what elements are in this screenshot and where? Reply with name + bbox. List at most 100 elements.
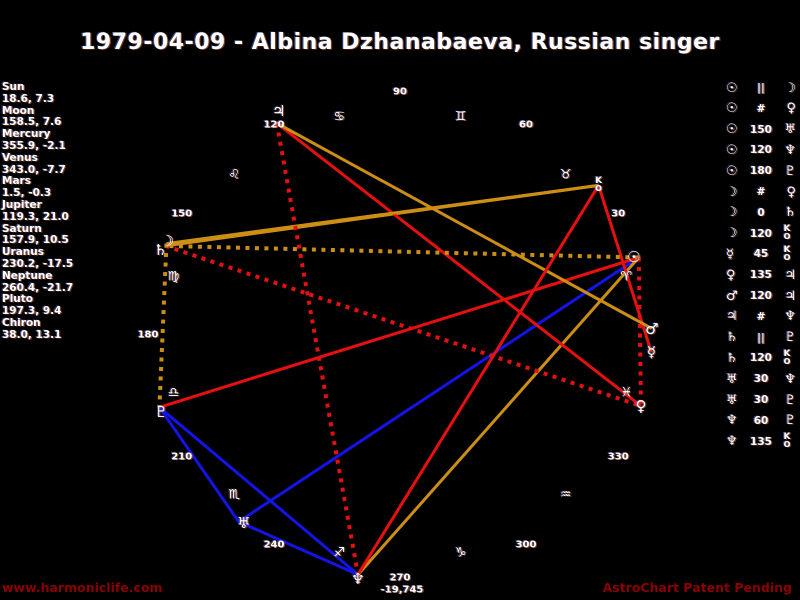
sun-glyph-icon: ☉ bbox=[726, 101, 738, 117]
aspect-value: 120 bbox=[750, 144, 772, 157]
chart-title: 1979-04-09 - Albina Dzhanabaeva, Russian… bbox=[80, 30, 720, 55]
neptune-glyph-icon: ♆ bbox=[351, 569, 365, 588]
degree-label-120: 120 bbox=[263, 119, 285, 131]
aspect-line-sun-uranus bbox=[237, 256, 640, 523]
planet-name-sun: Sun bbox=[2, 81, 25, 93]
aspect-value: 45 bbox=[753, 248, 769, 261]
zodiac-sign-scorpio-icon: ♏ bbox=[228, 487, 241, 503]
planet-position-chiron: 38.0, 13.1 bbox=[2, 328, 62, 341]
planet-position-sun: 18.6, 7.3 bbox=[2, 92, 55, 105]
degree-label-330: 330 bbox=[607, 451, 629, 462]
bottom-coordinate-note: -19,745 bbox=[380, 584, 424, 596]
zodiac-sign-leo-icon: ♌ bbox=[228, 167, 241, 183]
planet-name-chiron: Chiron bbox=[2, 316, 41, 329]
sun-glyph-icon: ☉ bbox=[627, 248, 641, 267]
zodiac-sign-taurus-icon: ♉ bbox=[559, 167, 572, 183]
neptune-glyph-icon: ♆ bbox=[726, 413, 738, 429]
planet-position-saturn: 157.9, 10.5 bbox=[2, 234, 69, 247]
aspect-line-mars-jupiter bbox=[275, 121, 653, 330]
aspect-value: 150 bbox=[750, 123, 772, 136]
aspect-row-moon-venus: ☽ # ♀ bbox=[726, 182, 796, 202]
aspect-line-uranus-pluto bbox=[158, 406, 240, 523]
planet-marker-venus: ♀ bbox=[635, 397, 646, 415]
zodiac-sign-libra-icon: ♎ bbox=[167, 385, 180, 401]
zodiac-sign-pisces-icon: ♓ bbox=[620, 385, 633, 401]
planet-name-venus: Venus bbox=[2, 151, 38, 164]
planet-positions-list: Sun 18.6, 7.3 Moon 158.5, 7.6 Mercury 355.9, … bbox=[2, 81, 122, 342]
planet-marker-pluto: ♇ bbox=[155, 403, 168, 421]
website-link[interactable]: www.harmoniclife.com bbox=[2, 580, 163, 595]
uranus-glyph-icon: ♅ bbox=[726, 392, 738, 408]
planet-name-uranus: Uranus bbox=[2, 246, 44, 259]
zodiac-sign-aries-icon: ♈ bbox=[620, 269, 633, 284]
degree-label-60: 60 bbox=[519, 119, 533, 131]
aspect-value: 120 bbox=[750, 227, 772, 240]
moon-glyph-icon: ☽ bbox=[160, 231, 175, 250]
aspect-row-saturn-chiron: ♄ 120 K O bbox=[726, 348, 796, 368]
moon-glyph-icon: ☽ bbox=[726, 205, 738, 221]
aspect-row-moon-chiron: ☽ 120 K O bbox=[726, 224, 796, 244]
planet-marker-moon: ☽ bbox=[161, 232, 174, 250]
mercury-glyph-icon: ☿ bbox=[646, 343, 656, 362]
aspect-row-neptune-chiron: ♆ 135 K O bbox=[726, 432, 796, 452]
pluto-glyph-icon: ♇ bbox=[784, 163, 796, 179]
jupiter-glyph-icon: ♃ bbox=[784, 267, 796, 283]
degree-label-150: 150 bbox=[171, 208, 193, 219]
aspect-line-uranus-neptune bbox=[238, 520, 359, 576]
planet-marker-jupiter: ♃ bbox=[272, 102, 285, 120]
aspect-row-mars-jupiter: ♂ 120 ♃ bbox=[726, 286, 796, 306]
pluto-glyph-icon: ♇ bbox=[784, 413, 796, 429]
planet-position-uranus: 230.2, -17.5 bbox=[2, 257, 74, 270]
zodiac-sign-aquarius-icon: ♒ bbox=[559, 487, 572, 503]
sun-glyph-icon: ☉ bbox=[726, 80, 738, 96]
aspect-row-sun-pluto: ☉ 180 ♇ bbox=[726, 161, 796, 181]
degree-label-270: 270 bbox=[389, 572, 411, 584]
aspect-value: || bbox=[757, 82, 765, 94]
planet-position-moon: 158.5, 7.6 bbox=[2, 116, 62, 129]
planet-name-saturn: Saturn bbox=[2, 222, 42, 235]
pluto-glyph-icon: ♇ bbox=[784, 392, 796, 408]
neptune-glyph-icon: ♆ bbox=[784, 309, 796, 325]
planet-name-jupiter: Jupiter bbox=[2, 198, 42, 211]
aspect-line-sun-neptune bbox=[356, 256, 640, 576]
aspect-value: || bbox=[757, 331, 765, 344]
planet-marker-uranus: ♅ bbox=[237, 514, 250, 532]
aspect-value: 0 bbox=[757, 206, 765, 219]
degree-label-30: 30 bbox=[611, 208, 626, 219]
jupiter-glyph-icon: ♃ bbox=[271, 102, 286, 121]
planet-position-venus: 343.0, -7.7 bbox=[2, 163, 66, 176]
planet-marker-saturn: ♄ bbox=[154, 241, 167, 259]
aspect-value: 120 bbox=[750, 352, 772, 365]
aspect-row-mercury-chiron: ☿ 45 K O bbox=[726, 244, 796, 264]
venus-glyph-icon: ♀ bbox=[726, 267, 736, 283]
degree-label-240: 240 bbox=[263, 539, 285, 551]
aspect-value: 60 bbox=[753, 414, 769, 427]
aspect-row-sun-moon: ☉ || ☽ bbox=[726, 78, 796, 98]
mercury-glyph-icon: ☿ bbox=[726, 246, 734, 262]
planet-position-mercury: 355.9, -2.1 bbox=[2, 139, 66, 152]
moon-glyph-icon: ☽ bbox=[726, 226, 738, 242]
aspect-line-saturn-pluto bbox=[157, 243, 169, 408]
aspect-value: 135 bbox=[750, 435, 772, 448]
saturn-glyph-icon: ♄ bbox=[726, 350, 738, 366]
pluto-glyph-icon: ♇ bbox=[154, 403, 169, 422]
aspect-line-venus-jupiter bbox=[275, 121, 642, 408]
aspect-value: 135 bbox=[750, 269, 772, 282]
neptune-glyph-icon: ♆ bbox=[784, 371, 796, 387]
aspect-value: 180 bbox=[750, 165, 772, 178]
planet-marker-mars: ♂ bbox=[645, 320, 658, 338]
sun-glyph-icon: ☉ bbox=[726, 163, 738, 179]
degree-label-90: 90 bbox=[393, 86, 407, 98]
aspect-line-neptune-chiron bbox=[356, 184, 600, 576]
venus-glyph-icon: ♀ bbox=[786, 101, 796, 117]
planet-position-pluto: 197.3, 9.4 bbox=[2, 305, 62, 318]
jupiter-glyph-icon: ♃ bbox=[726, 309, 738, 325]
aspect-row-uranus-pluto: ♅ 30 ♇ bbox=[726, 390, 796, 410]
